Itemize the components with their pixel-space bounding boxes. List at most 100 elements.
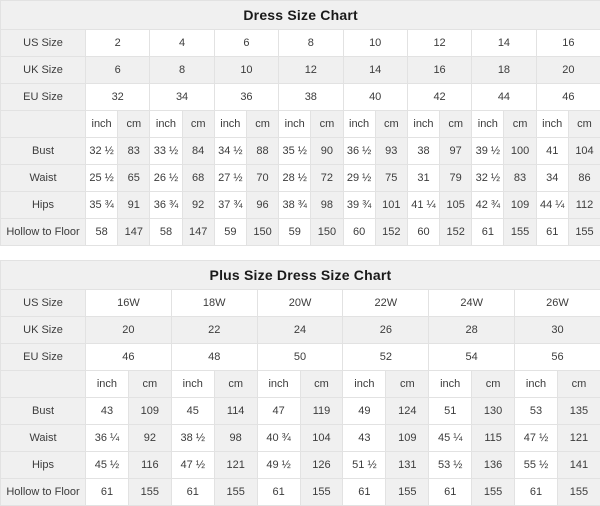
measure-value-cell: 60 [407,219,439,246]
row-label: US Size [1,290,86,317]
size-value-cell: 20W [257,290,343,317]
size-value-cell: 36 [214,84,278,111]
measure-value-cell: 61 [429,479,472,506]
table-separator-gap [0,246,600,260]
size-value-cell: 12 [407,30,471,57]
unit-header-inch: inch [515,371,558,398]
measure-value-cell: 53 [515,398,558,425]
measure-value-cell: 26 ½ [150,165,182,192]
measure-value-cell: 98 [311,192,343,219]
measure-value-cell: 155 [472,479,515,506]
measure-value-cell: 97 [440,138,472,165]
measure-value-cell: 38 ¾ [279,192,311,219]
measure-value-cell: 49 ½ [257,452,300,479]
measure-value-cell: 49 [343,398,386,425]
measure-value-cell: 38 [407,138,439,165]
measure-value-cell: 41 ¼ [407,192,439,219]
measure-value-cell: 70 [246,165,278,192]
measure-value-cell: 98 [214,425,257,452]
measure-value-cell: 38 ½ [171,425,214,452]
size-value-cell: 54 [429,344,515,371]
measure-value-cell: 83 [504,165,536,192]
unit-header-cm: cm [311,111,343,138]
size-value-cell: 24 [257,317,343,344]
measure-value-cell: 27 ½ [214,165,246,192]
size-value-cell: 56 [515,344,600,371]
unit-header-inch: inch [343,111,375,138]
measure-value-cell: 155 [568,219,600,246]
row-label: Bust [1,398,86,425]
measure-value-cell: 45 ¼ [429,425,472,452]
measure-value-cell: 59 [214,219,246,246]
measure-value-cell: 101 [375,192,407,219]
measure-value-cell: 34 [536,165,568,192]
row-label: Waist [1,165,86,192]
unit-header-cm: cm [118,111,150,138]
measure-value-cell: 44 ¼ [536,192,568,219]
measure-value-cell: 124 [386,398,429,425]
size-value-cell: 10 [343,30,407,57]
title-row: Plus Size Dress Size Chart [1,261,600,290]
size-value-cell: 46 [86,344,172,371]
measure-value-cell: 104 [568,138,600,165]
measure-value-cell: 155 [557,479,600,506]
row-label: Waist [1,425,86,452]
size-value-cell: 16 [407,57,471,84]
measure-value-cell: 58 [150,219,182,246]
measure-value-cell: 126 [300,452,343,479]
measure-value-cell: 39 ¾ [343,192,375,219]
measure-value-cell: 47 ½ [515,425,558,452]
measure-value-cell: 109 [128,398,171,425]
measure-value-cell: 40 ¾ [257,425,300,452]
measure-value-cell: 109 [386,425,429,452]
unit-header-inch: inch [429,371,472,398]
measure-value-cell: 119 [300,398,343,425]
unit-header-cm: cm [214,371,257,398]
measure-value-cell: 104 [300,425,343,452]
measure-value-cell: 60 [343,219,375,246]
unit-header-inch: inch [257,371,300,398]
measure-value-cell: 116 [128,452,171,479]
measure-value-cell: 32 ½ [86,138,118,165]
measure-value-cell: 86 [568,165,600,192]
size-value-cell: 10 [214,57,278,84]
measure-value-cell: 72 [311,165,343,192]
measure-value-cell: 152 [375,219,407,246]
unit-header-inch: inch [472,111,504,138]
size-value-cell: 34 [150,84,214,111]
measure-value-cell: 59 [279,219,311,246]
unit-header-cm: cm [375,111,407,138]
measure-value-cell: 112 [568,192,600,219]
measure-value-cell: 36 ¼ [86,425,129,452]
size-value-cell: 20 [86,317,172,344]
measure-value-cell: 75 [375,165,407,192]
measure-value-cell: 36 ½ [343,138,375,165]
measure-value-cell: 109 [504,192,536,219]
measure-value-cell: 61 [86,479,129,506]
size-value-cell: 28 [429,317,515,344]
measure-value-cell: 155 [128,479,171,506]
measure-value-cell: 130 [472,398,515,425]
size-value-cell: 18 [472,57,536,84]
unit-header-cm: cm [504,111,536,138]
measure-value-cell: 135 [557,398,600,425]
unit-header-inch: inch [343,371,386,398]
size-value-cell: 18W [171,290,257,317]
measure-value-cell: 37 ¾ [214,192,246,219]
size-value-cell: 16 [536,30,600,57]
measure-value-cell: 47 [257,398,300,425]
size-value-cell: 26W [515,290,600,317]
measure-value-cell: 155 [386,479,429,506]
row-label: US Size [1,30,86,57]
measure-value-cell: 92 [128,425,171,452]
measure-value-cell: 92 [182,192,214,219]
